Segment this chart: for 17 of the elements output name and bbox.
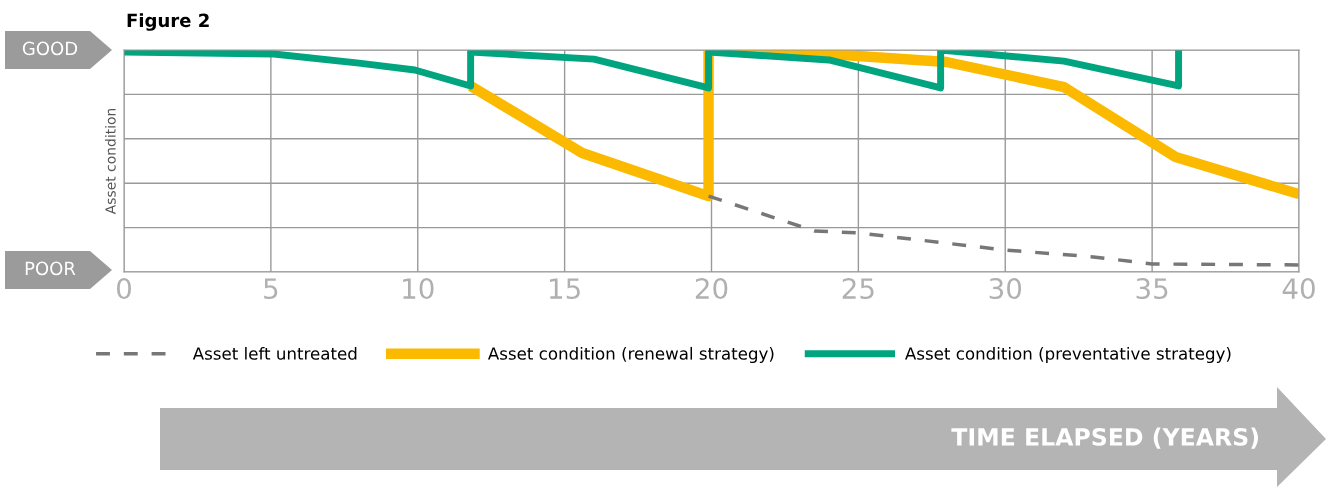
x-tick-label: 40 bbox=[1282, 278, 1315, 300]
x-tick-label: 10 bbox=[403, 278, 434, 300]
x-tick-label: 15 bbox=[550, 278, 580, 300]
x-tick-label: 35 bbox=[1136, 278, 1168, 300]
y-axis-title: Asset condition bbox=[105, 108, 116, 215]
x-tick-label: 5 bbox=[264, 278, 278, 300]
text: GOOD bbox=[22, 41, 78, 56]
x-tick-label: 25 bbox=[842, 278, 874, 300]
x-tick-label: 20 bbox=[695, 278, 728, 300]
legend-label: Asset condition (preventative strategy) bbox=[905, 346, 1231, 364]
legend-label: Asset condition (renewal strategy) bbox=[487, 346, 774, 364]
text: TIME ELAPSED (YEARS) bbox=[951, 427, 1258, 449]
x-tick-label: 0 bbox=[116, 278, 131, 300]
chart-title: Figure 2 bbox=[127, 13, 209, 31]
legend-label: Asset left untreated bbox=[192, 346, 357, 360]
text: POOR bbox=[25, 261, 76, 276]
x-tick-label: 30 bbox=[989, 278, 1022, 300]
